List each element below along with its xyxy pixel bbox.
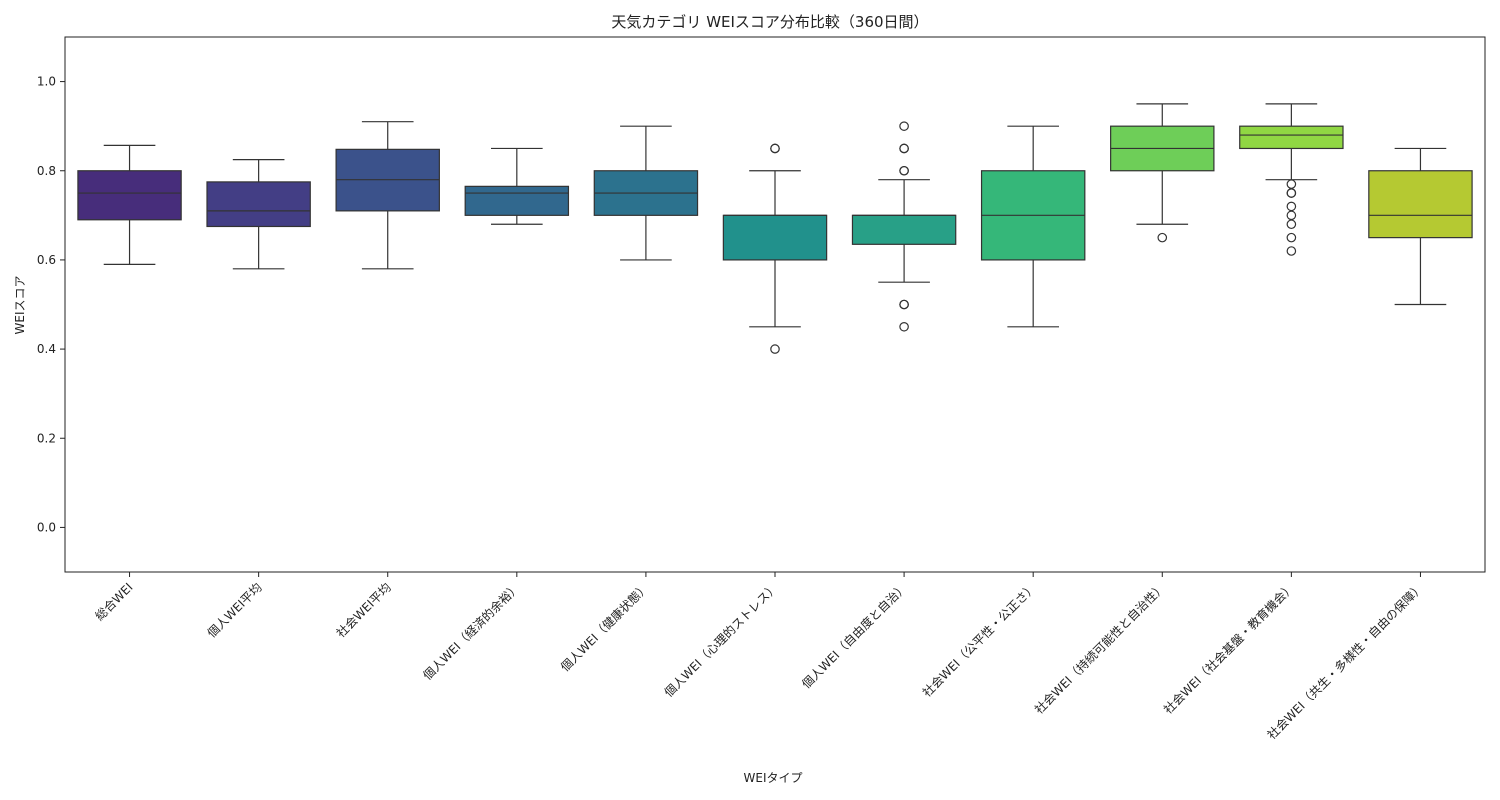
plot-frame: [64, 36, 1486, 573]
x-tick-label: 個人WEI平均: [205, 580, 265, 640]
x-tick-label: 個人WEI（健康状態）: [557, 580, 652, 675]
outlier-point: [899, 143, 909, 154]
y-tick-label: 0.8: [37, 164, 56, 178]
x-axis-label: WEIタイプ: [744, 771, 803, 785]
outlier-point: [1286, 179, 1297, 189]
box: [1368, 170, 1473, 239]
y-tick-label: 0.2: [37, 431, 56, 445]
box: [206, 181, 311, 228]
box: [1239, 125, 1344, 150]
outlier-point: [1286, 219, 1297, 230]
outlier-point: [1286, 201, 1297, 212]
x-tick-label: 社会WEI（公平性・公正さ）: [919, 580, 1039, 700]
y-tick-label: 0.4: [37, 342, 56, 356]
x-tick-label: 社会WEI（社会基盤・教育機会）: [1160, 580, 1297, 717]
outlier-point: [1286, 232, 1297, 243]
x-tick-label: 総合WEI: [92, 580, 136, 624]
outlier-point: [899, 321, 909, 332]
x-tick-label: 個人WEI（経済的余裕）: [420, 580, 523, 683]
outlier-point: [1286, 210, 1297, 221]
x-tick-label: 社会WEI平均: [333, 580, 394, 641]
outlier-point: [899, 165, 909, 176]
x-tick-label: 社会WEI（持続可能性と自治性）: [1031, 580, 1168, 717]
outlier-point: [1286, 246, 1297, 256]
chart-title: 天気カテゴリ WEIスコア分布比較（360日間）: [611, 13, 928, 31]
x-tick-label: 個人WEI（心理的ストレス）: [661, 580, 781, 700]
y-tick-label: 1.0: [37, 75, 56, 89]
x-tick-label: 個人WEI（自由度と自治）: [798, 580, 910, 692]
outlier-point: [770, 143, 780, 154]
outlier-point: [1286, 188, 1297, 198]
box: [851, 214, 957, 245]
x-tick-label: 社会WEI（共生・多様性・自由の保障）: [1264, 580, 1427, 743]
outlier-point: [899, 121, 909, 131]
box: [722, 214, 828, 261]
y-axis-label: WEIスコア: [13, 276, 27, 335]
box: [464, 185, 570, 216]
outlier-point: [899, 299, 909, 310]
box: [77, 170, 182, 221]
y-tick-label: 0.6: [37, 253, 56, 267]
y-tick-label: 0.0: [37, 520, 56, 534]
outlier-point: [770, 344, 780, 354]
outlier-point: [1157, 232, 1168, 243]
